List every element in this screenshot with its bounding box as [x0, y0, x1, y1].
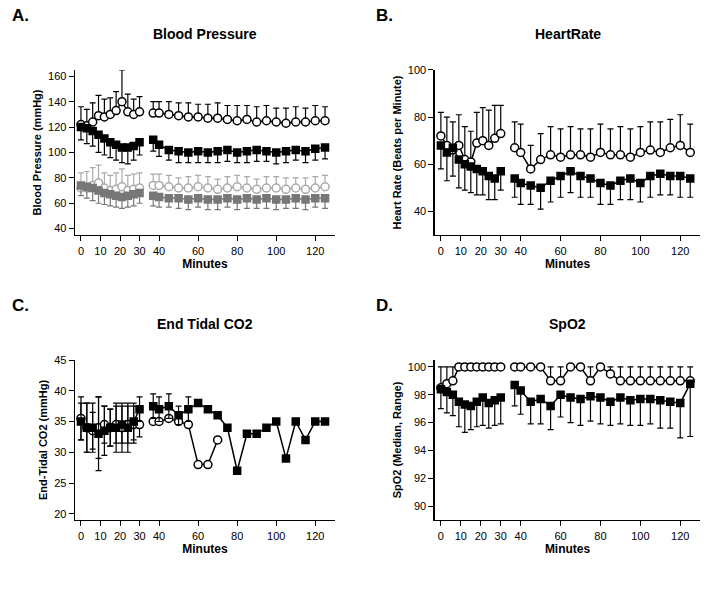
svg-text:100: 100: [631, 530, 649, 542]
svg-text:120: 120: [306, 245, 324, 257]
svg-text:0: 0: [438, 530, 444, 542]
svg-text:40: 40: [515, 530, 527, 542]
svg-text:40: 40: [54, 222, 66, 234]
svg-text:Minutes: Minutes: [182, 542, 228, 556]
svg-text:45: 45: [54, 354, 66, 366]
svg-text:Minutes: Minutes: [182, 257, 228, 271]
svg-text:80: 80: [594, 245, 606, 257]
svg-text:120: 120: [48, 121, 66, 133]
svg-text:100: 100: [267, 530, 285, 542]
svg-text:End Tidal CO2: End Tidal CO2: [157, 316, 253, 332]
svg-text:10: 10: [455, 245, 467, 257]
svg-text:60: 60: [554, 245, 566, 257]
svg-text:20: 20: [475, 530, 487, 542]
svg-text:90: 90: [414, 500, 426, 512]
svg-text:35: 35: [54, 415, 66, 427]
svg-text:60: 60: [54, 197, 66, 209]
svg-text:80: 80: [54, 172, 66, 184]
svg-text:30: 30: [495, 530, 507, 542]
svg-text:80: 80: [231, 245, 243, 257]
svg-text:40: 40: [515, 245, 527, 257]
svg-text:Blood Pressure: Blood Pressure: [153, 26, 257, 42]
svg-text:96: 96: [414, 416, 426, 428]
svg-text:SpO2: SpO2: [549, 316, 586, 332]
svg-text:160: 160: [48, 70, 66, 82]
svg-text:60: 60: [554, 530, 566, 542]
svg-text:60: 60: [192, 530, 204, 542]
svg-text:100: 100: [408, 361, 426, 373]
svg-text:A.: A.: [12, 6, 29, 25]
svg-text:94: 94: [414, 444, 426, 456]
svg-text:60: 60: [414, 158, 426, 170]
svg-text:30: 30: [54, 446, 66, 458]
svg-text:SpO2 (Median, Range): SpO2 (Median, Range): [391, 381, 403, 498]
svg-text:0: 0: [78, 245, 84, 257]
svg-text:100: 100: [408, 64, 426, 76]
svg-text:10: 10: [94, 530, 106, 542]
svg-text:120: 120: [671, 530, 689, 542]
svg-text:120: 120: [306, 530, 324, 542]
svg-text:40: 40: [414, 205, 426, 217]
svg-text:Blood Pressure (mmHg): Blood Pressure (mmHg): [31, 89, 43, 215]
svg-text:40: 40: [153, 245, 165, 257]
svg-text:120: 120: [671, 245, 689, 257]
svg-text:20: 20: [475, 245, 487, 257]
svg-text:10: 10: [455, 530, 467, 542]
svg-text:60: 60: [192, 245, 204, 257]
svg-text:40: 40: [54, 385, 66, 397]
svg-text:100: 100: [267, 245, 285, 257]
svg-text:0: 0: [78, 530, 84, 542]
svg-text:25: 25: [54, 477, 66, 489]
svg-text:C.: C.: [12, 296, 29, 315]
svg-text:80: 80: [414, 111, 426, 123]
svg-text:HeartRate: HeartRate: [535, 26, 601, 42]
svg-text:20: 20: [114, 245, 126, 257]
svg-text:20: 20: [114, 530, 126, 542]
svg-text:80: 80: [231, 530, 243, 542]
svg-text:80: 80: [594, 530, 606, 542]
svg-text:Minutes: Minutes: [545, 542, 591, 556]
svg-text:0: 0: [438, 245, 444, 257]
svg-text:30: 30: [133, 245, 145, 257]
svg-text:Heart Rate (Beats per Minute): Heart Rate (Beats per Minute): [391, 75, 403, 229]
svg-text:Minutes: Minutes: [545, 257, 591, 271]
svg-text:30: 30: [495, 245, 507, 257]
svg-text:40: 40: [153, 530, 165, 542]
svg-text:20: 20: [54, 508, 66, 520]
svg-text:100: 100: [631, 245, 649, 257]
svg-text:10: 10: [94, 245, 106, 257]
svg-text:92: 92: [414, 472, 426, 484]
svg-text:D.: D.: [376, 296, 393, 315]
svg-text:B.: B.: [376, 6, 393, 25]
svg-text:30: 30: [133, 530, 145, 542]
svg-text:End-Tidal CO2 (mmHg): End-Tidal CO2 (mmHg): [37, 380, 49, 501]
svg-text:100: 100: [48, 146, 66, 158]
svg-text:98: 98: [414, 389, 426, 401]
svg-text:140: 140: [48, 96, 66, 108]
